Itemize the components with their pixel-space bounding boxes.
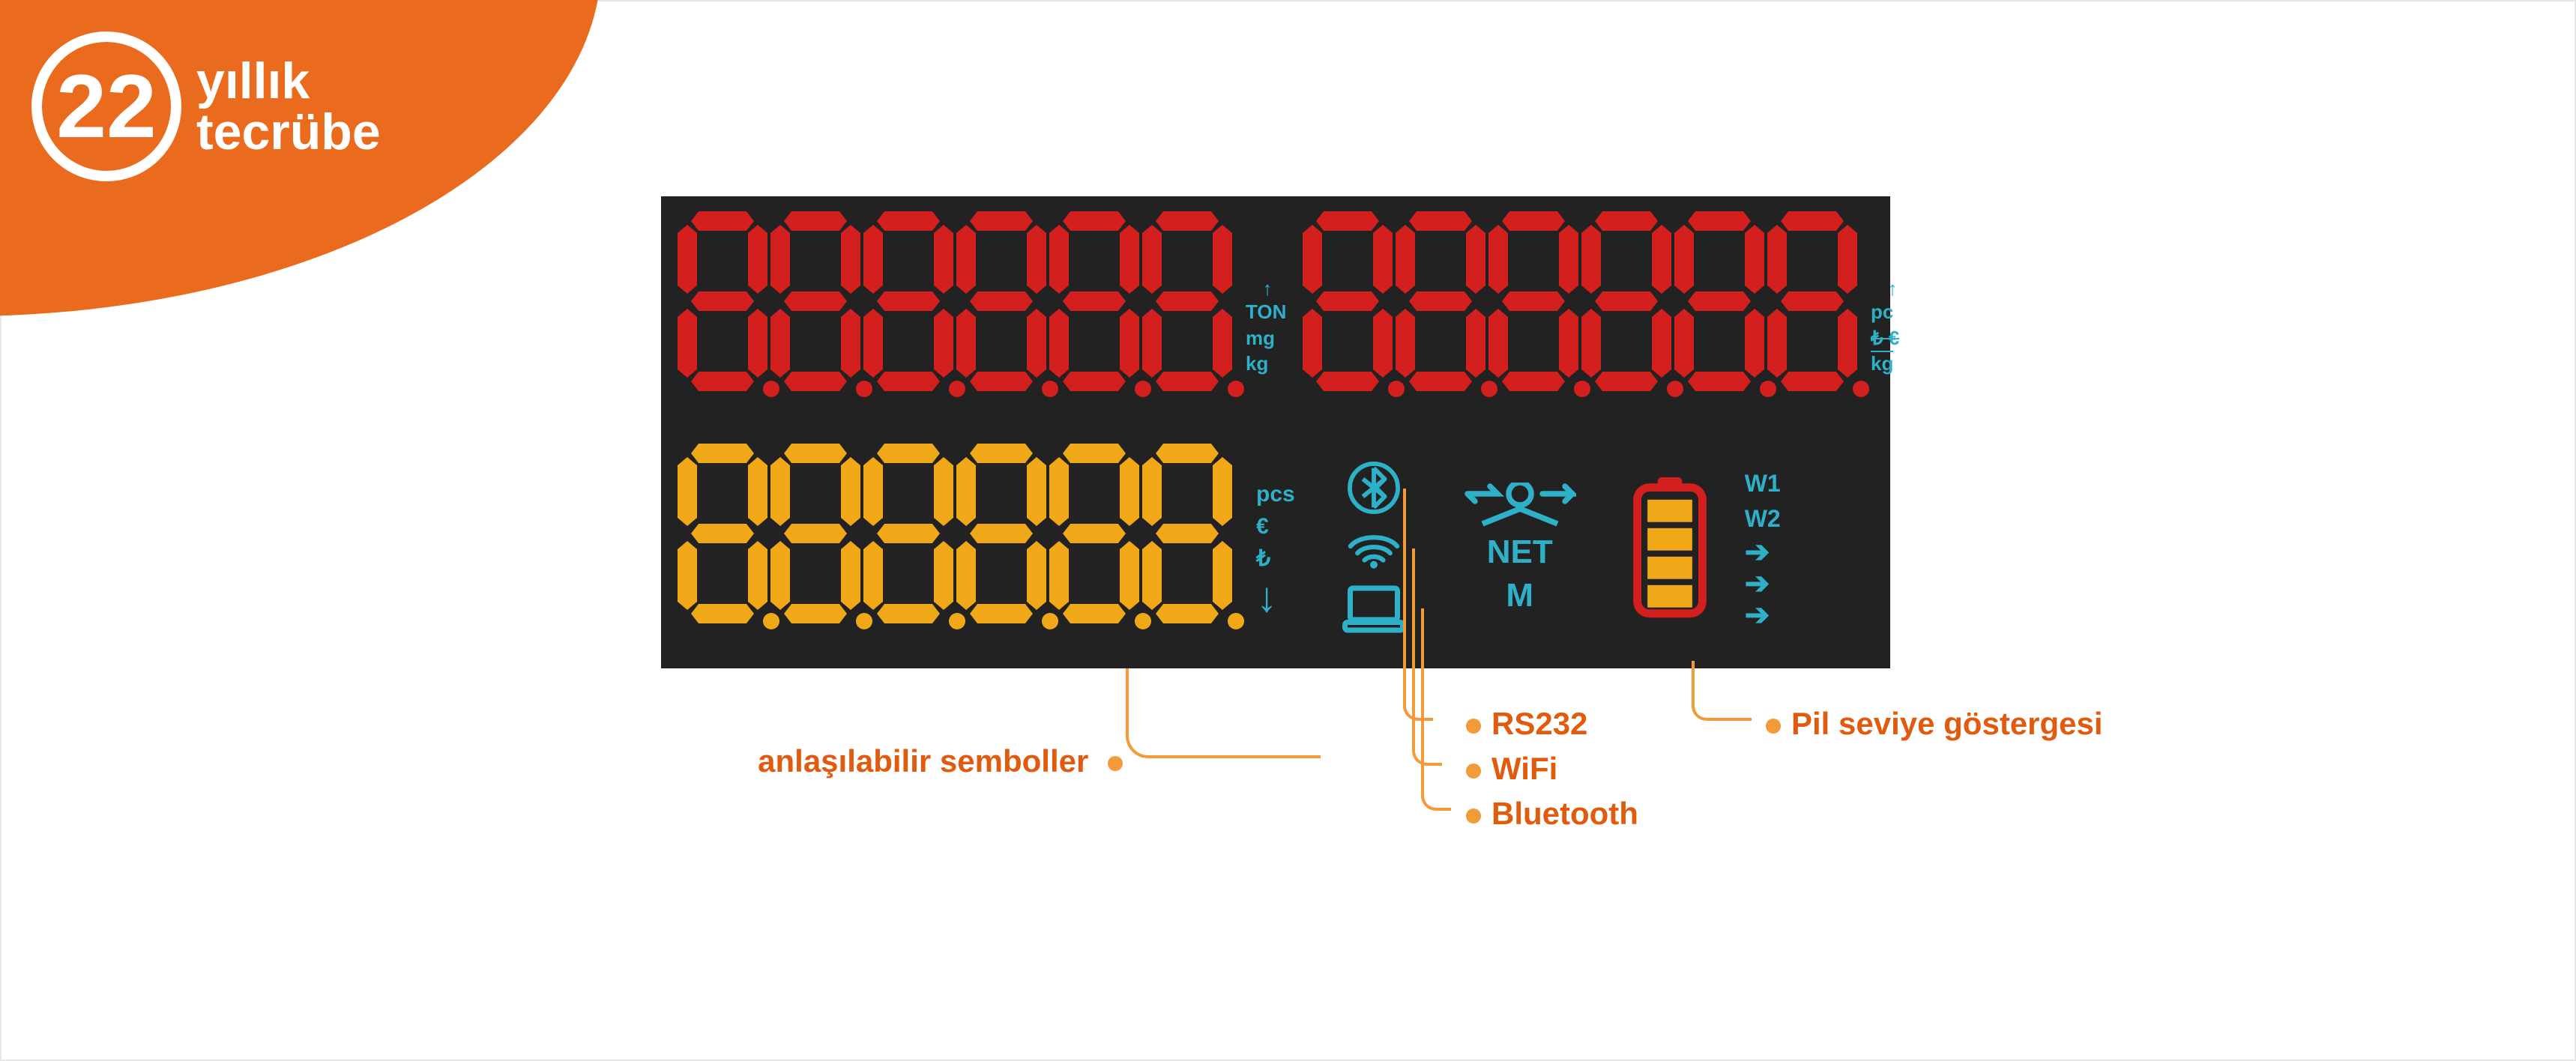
- seven-seg-digit: [1767, 211, 1857, 391]
- seven-seg-digit: [1142, 444, 1232, 623]
- seven-seg-digit: [956, 211, 1046, 391]
- arrow-up-icon: ↑: [1263, 279, 1273, 298]
- seven-seg-digit: [1396, 211, 1485, 391]
- lcd-panel: ↑ TON mg kg ↑ pc ₺ € kg: [661, 196, 1890, 668]
- unit-eur: €: [1256, 512, 1295, 541]
- callout-bluetooth-text: Bluetooth: [1491, 796, 1638, 831]
- bullet-icon: [1766, 719, 1781, 734]
- seven-seg-digit: [1049, 444, 1139, 623]
- seven-seg-digit: [770, 444, 860, 623]
- arrow-up-icon: ↑: [1888, 279, 1898, 298]
- leader-line: [1692, 661, 1752, 721]
- units-col-1: ↑ TON mg kg: [1241, 211, 1294, 444]
- battery-col: [1610, 477, 1730, 620]
- status-labels: NET M: [1445, 483, 1595, 614]
- seven-seg-digit: [956, 444, 1046, 623]
- bullet-icon: [1466, 808, 1481, 823]
- callout-wifi: WiFi: [1456, 751, 1557, 787]
- pc-icon: [1340, 583, 1408, 635]
- seven-seg-digit: [678, 211, 767, 391]
- arrow-right-icon: ➔: [1745, 603, 1770, 627]
- net-label: NET: [1487, 533, 1553, 571]
- seven-seg-digit: [770, 211, 860, 391]
- badge-circle: 22: [31, 31, 181, 181]
- w1-label: W1: [1745, 470, 1781, 498]
- unit-ton: TON: [1246, 300, 1289, 324]
- badge-line2: tecrübe: [196, 106, 381, 157]
- wifi-icon: [1344, 528, 1404, 569]
- callout-bluetooth: Bluetooth: [1456, 796, 1638, 832]
- weight-digits-1: [676, 211, 1234, 444]
- arrow-right-icon: ➔: [1745, 540, 1770, 564]
- callout-rs232-text: RS232: [1491, 706, 1587, 741]
- seven-seg-digit: [1049, 211, 1139, 391]
- unit-mg: mg: [1246, 326, 1289, 351]
- lcd-bottom-row: pcs € ₺ ↓: [661, 444, 1890, 668]
- arrow-down-icon: ↓: [1256, 576, 1295, 618]
- bluetooth-icon: [1348, 462, 1400, 514]
- seven-seg-digit: [1488, 211, 1578, 391]
- m-label: M: [1506, 577, 1533, 614]
- seven-seg-digit: [678, 444, 767, 623]
- seven-seg-digit: [863, 444, 953, 623]
- w-labels: W1 W2 ➔ ➔ ➔: [1745, 470, 1850, 627]
- arrow-right-icon: ➔: [1745, 572, 1770, 596]
- seven-seg-digit: [1674, 211, 1764, 391]
- badge-line1: yıllık: [196, 55, 381, 106]
- seven-seg-digit: [1303, 211, 1393, 391]
- units-col-2: ↑ pc ₺ € kg: [1866, 211, 1919, 444]
- badge-content: 22 yıllık tecrübe: [31, 31, 381, 181]
- status-icons-area: NET M W1 W2 ➔ ➔ ➔: [1318, 444, 1875, 653]
- unit-kg: kg: [1246, 351, 1289, 376]
- callout-symbols-text: anlaşılabilir semboller: [758, 743, 1088, 779]
- leader-line: [1126, 668, 1321, 758]
- units-col-bottom: pcs € ₺ ↓: [1249, 444, 1303, 653]
- weight-digits-2: [1301, 211, 1859, 444]
- badge-number: 22: [56, 61, 156, 151]
- zero-indicator-icon: [1464, 483, 1576, 528]
- experience-badge: 22 yıllık tecrübe: [1, 1, 601, 316]
- unit-try: ₺: [1256, 544, 1295, 573]
- unit-pc: pc: [1871, 300, 1914, 324]
- unit-currency: ₺ €: [1871, 326, 1914, 351]
- callout-wifi-text: WiFi: [1491, 751, 1557, 786]
- callout-battery-text: Pil seviye göstergesi: [1791, 706, 2103, 741]
- price-digits: [676, 444, 1234, 653]
- battery-icon: [1629, 477, 1711, 620]
- lcd-top-row: ↑ TON mg kg ↑ pc ₺ € kg: [661, 196, 1890, 444]
- callout-symbols: anlaşılabilir semboller: [481, 743, 1133, 779]
- bullet-icon: [1466, 719, 1481, 734]
- seven-seg-digit: [1142, 211, 1232, 391]
- bullet-icon: [1108, 756, 1123, 771]
- callout-battery: Pil seviye göstergesi: [1755, 706, 2103, 742]
- unit-pcs: pcs: [1256, 480, 1295, 509]
- seven-seg-digit: [1581, 211, 1671, 391]
- leader-line: [1421, 608, 1451, 811]
- seven-seg-digit: [863, 211, 953, 391]
- unit-kg: kg: [1871, 351, 1914, 376]
- bullet-icon: [1466, 764, 1481, 779]
- badge-text: yıllık tecrübe: [196, 55, 381, 157]
- callout-rs232: RS232: [1456, 706, 1587, 742]
- w2-label: W2: [1745, 505, 1781, 533]
